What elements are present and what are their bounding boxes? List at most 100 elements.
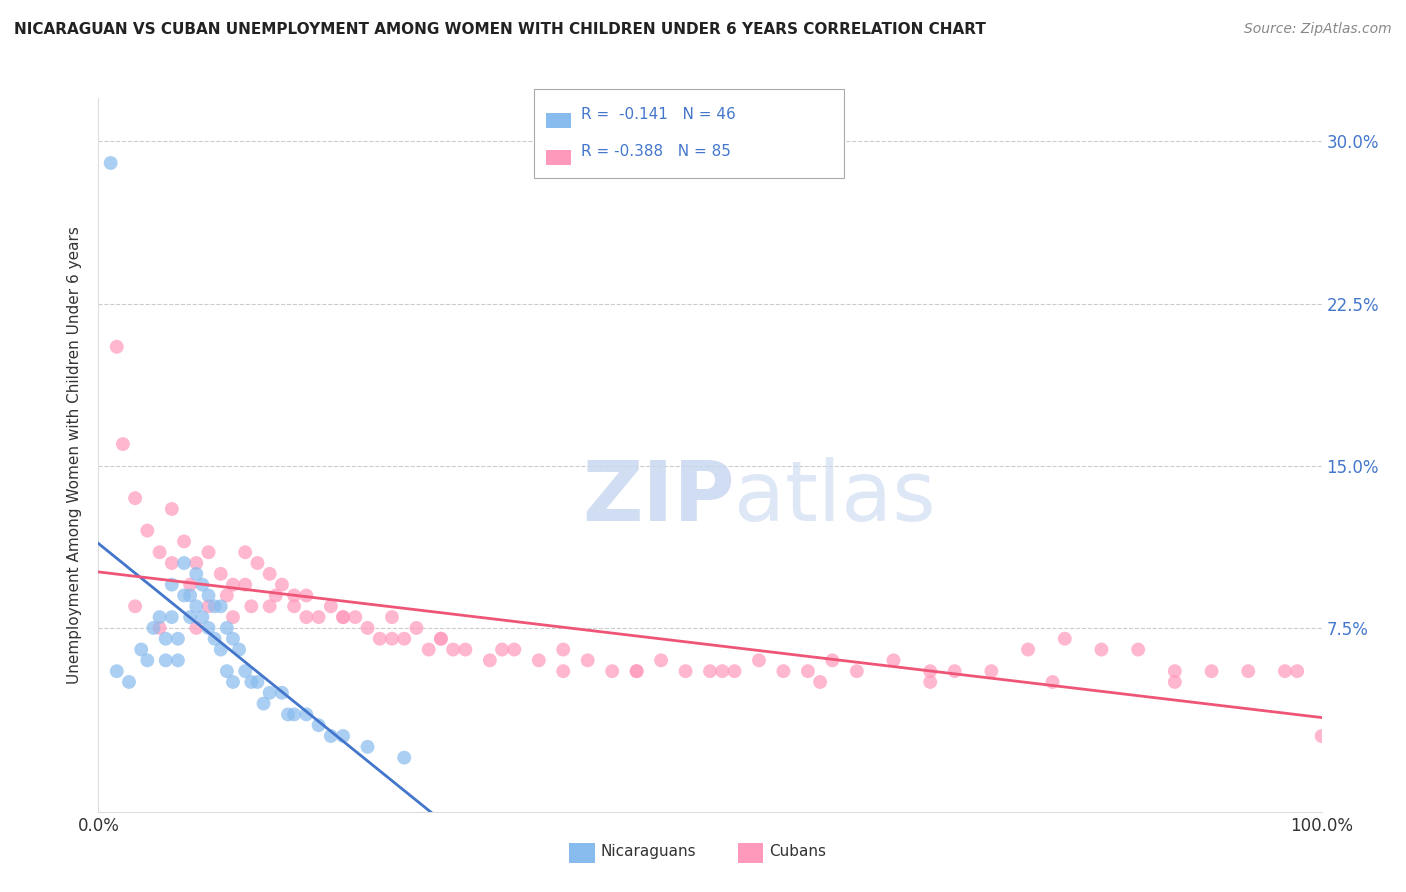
Point [160,577,183,591]
Point [149,545,172,559]
Point [748,653,770,667]
Point [233,664,256,678]
Point [222,675,245,690]
Point [240,675,263,690]
Point [160,502,183,516]
Point [215,589,238,603]
Point [283,599,305,614]
Point [344,610,367,624]
Point [527,653,550,667]
Point [149,621,172,635]
Point [222,610,245,624]
Point [186,621,208,635]
Point [191,610,214,624]
Point [821,653,844,667]
Point [259,599,281,614]
Point [124,491,146,505]
Point [478,653,501,667]
Point [319,599,342,614]
Point [270,686,294,700]
Point [553,642,575,657]
Point [240,599,263,614]
Point [105,340,128,354]
Point [1310,729,1333,743]
Point [441,642,464,657]
Point [943,664,966,678]
Point [209,566,232,581]
Point [179,610,201,624]
Point [503,642,526,657]
Point [576,653,599,667]
Point [356,739,378,754]
Text: Source: ZipAtlas.com: Source: ZipAtlas.com [1244,22,1392,37]
Point [246,675,269,690]
Point [772,664,794,678]
Point [209,599,232,614]
Point [186,556,208,570]
Point [1164,664,1187,678]
Point [1274,664,1296,678]
Point [191,577,214,591]
Point [295,610,318,624]
Text: atlas: atlas [734,458,936,538]
Point [264,589,287,603]
Point [179,577,201,591]
Point [392,632,416,646]
Point [430,632,453,646]
Point [100,156,122,170]
Point [204,599,226,614]
Point [332,610,354,624]
Point [129,642,152,657]
Point [155,632,177,646]
Point [368,632,391,646]
Point [259,686,281,700]
Point [711,664,734,678]
Point [186,566,208,581]
Point [626,664,648,678]
Point [1201,664,1223,678]
Point [197,545,219,559]
Point [883,653,905,667]
Point [155,653,177,667]
Point [491,642,513,657]
Point [797,664,820,678]
Point [1128,642,1150,657]
Point [179,589,201,603]
Point [675,664,697,678]
Point [405,621,427,635]
Point [215,621,238,635]
Point [454,642,477,657]
Point [1042,675,1064,690]
Point [332,729,354,743]
Point [186,599,208,614]
Text: ZIP: ZIP [582,458,734,538]
Point [118,675,141,690]
Point [920,664,942,678]
Point [228,642,250,657]
Point [252,697,274,711]
Point [308,718,330,732]
Point [553,664,575,678]
Point [270,577,294,591]
Point [381,632,404,646]
Point [418,642,440,657]
Point [1164,675,1187,690]
Point [215,664,238,678]
Point [222,577,245,591]
Point [1017,642,1039,657]
Point [308,610,330,624]
Point [233,577,256,591]
Point [105,664,128,678]
Point [1090,642,1112,657]
Point [920,675,942,690]
Y-axis label: Unemployment Among Women with Children Under 6 years: Unemployment Among Women with Children U… [67,226,83,684]
Point [173,534,195,549]
Point [808,675,831,690]
Point [980,664,1002,678]
Point [197,621,219,635]
Point [246,556,269,570]
Point [136,524,159,538]
Point [259,566,281,581]
Point [1286,664,1309,678]
Point [332,610,354,624]
